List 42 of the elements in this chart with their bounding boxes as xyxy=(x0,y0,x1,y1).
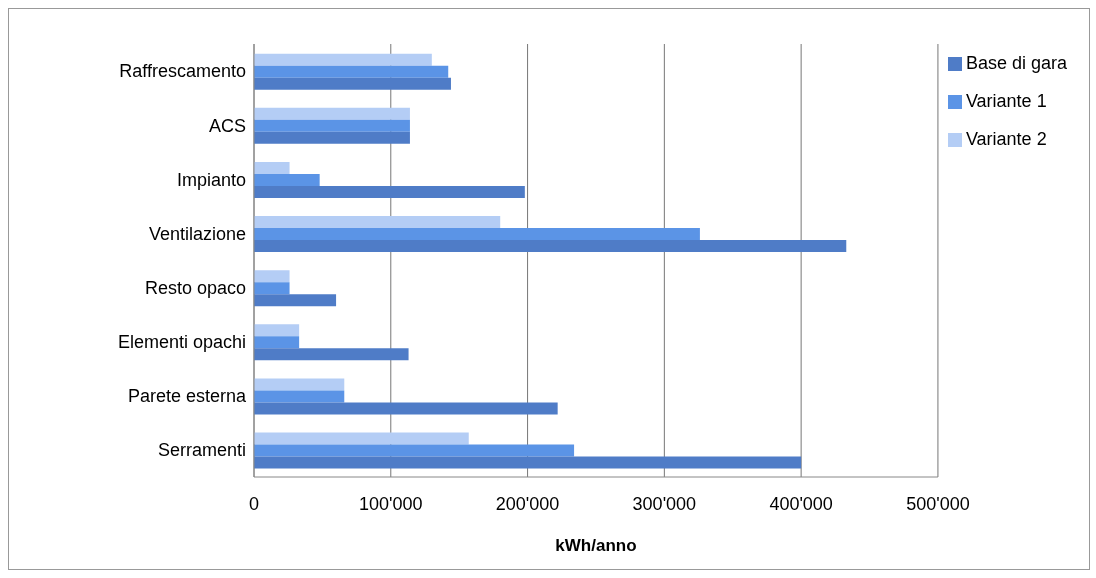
bar xyxy=(254,77,451,90)
x-tick-label: 200'000 xyxy=(495,493,560,514)
bar xyxy=(254,185,525,198)
bar xyxy=(254,119,410,132)
y-tick-label: ACS xyxy=(208,115,246,136)
legend-label: Variante 1 xyxy=(965,91,1047,111)
bar xyxy=(254,53,432,66)
bar xyxy=(254,270,290,283)
legend-label: Variante 2 xyxy=(965,129,1047,149)
bar xyxy=(254,216,501,229)
bar xyxy=(254,456,802,469)
bar xyxy=(254,282,290,295)
bar xyxy=(254,65,449,78)
bar xyxy=(254,324,300,337)
x-tick-label: 400'000 xyxy=(769,493,833,514)
y-tick-label: Ventilazione xyxy=(148,223,246,244)
bar xyxy=(254,402,558,415)
bar xyxy=(254,173,320,186)
bar xyxy=(254,294,337,307)
bar xyxy=(254,390,345,403)
x-tick-label: 0 xyxy=(248,493,260,514)
y-tick-label: Resto opaco xyxy=(144,277,246,298)
bar xyxy=(254,107,410,120)
y-tick-label: Serramenti xyxy=(157,440,246,461)
y-tick-label: Elementi opachi xyxy=(117,332,246,353)
bar xyxy=(254,336,300,349)
legend-label: Base di gara xyxy=(965,53,1067,73)
bar xyxy=(254,131,410,144)
bar xyxy=(254,378,345,391)
y-tick-label: Parete esterna xyxy=(127,386,247,407)
x-axis-title: kWh/anno xyxy=(555,536,637,555)
bar xyxy=(254,444,575,457)
x-tick-label: 300'000 xyxy=(632,493,697,514)
bar xyxy=(254,432,469,445)
bar xyxy=(254,228,700,241)
x-tick-label: 100'000 xyxy=(359,493,423,514)
y-tick-label: Impianto xyxy=(176,169,246,190)
bar xyxy=(254,348,409,361)
bar xyxy=(254,240,847,253)
y-tick-label: Raffrescamento xyxy=(119,61,246,82)
bar xyxy=(254,161,290,174)
x-tick-label: 500'000 xyxy=(906,493,970,514)
